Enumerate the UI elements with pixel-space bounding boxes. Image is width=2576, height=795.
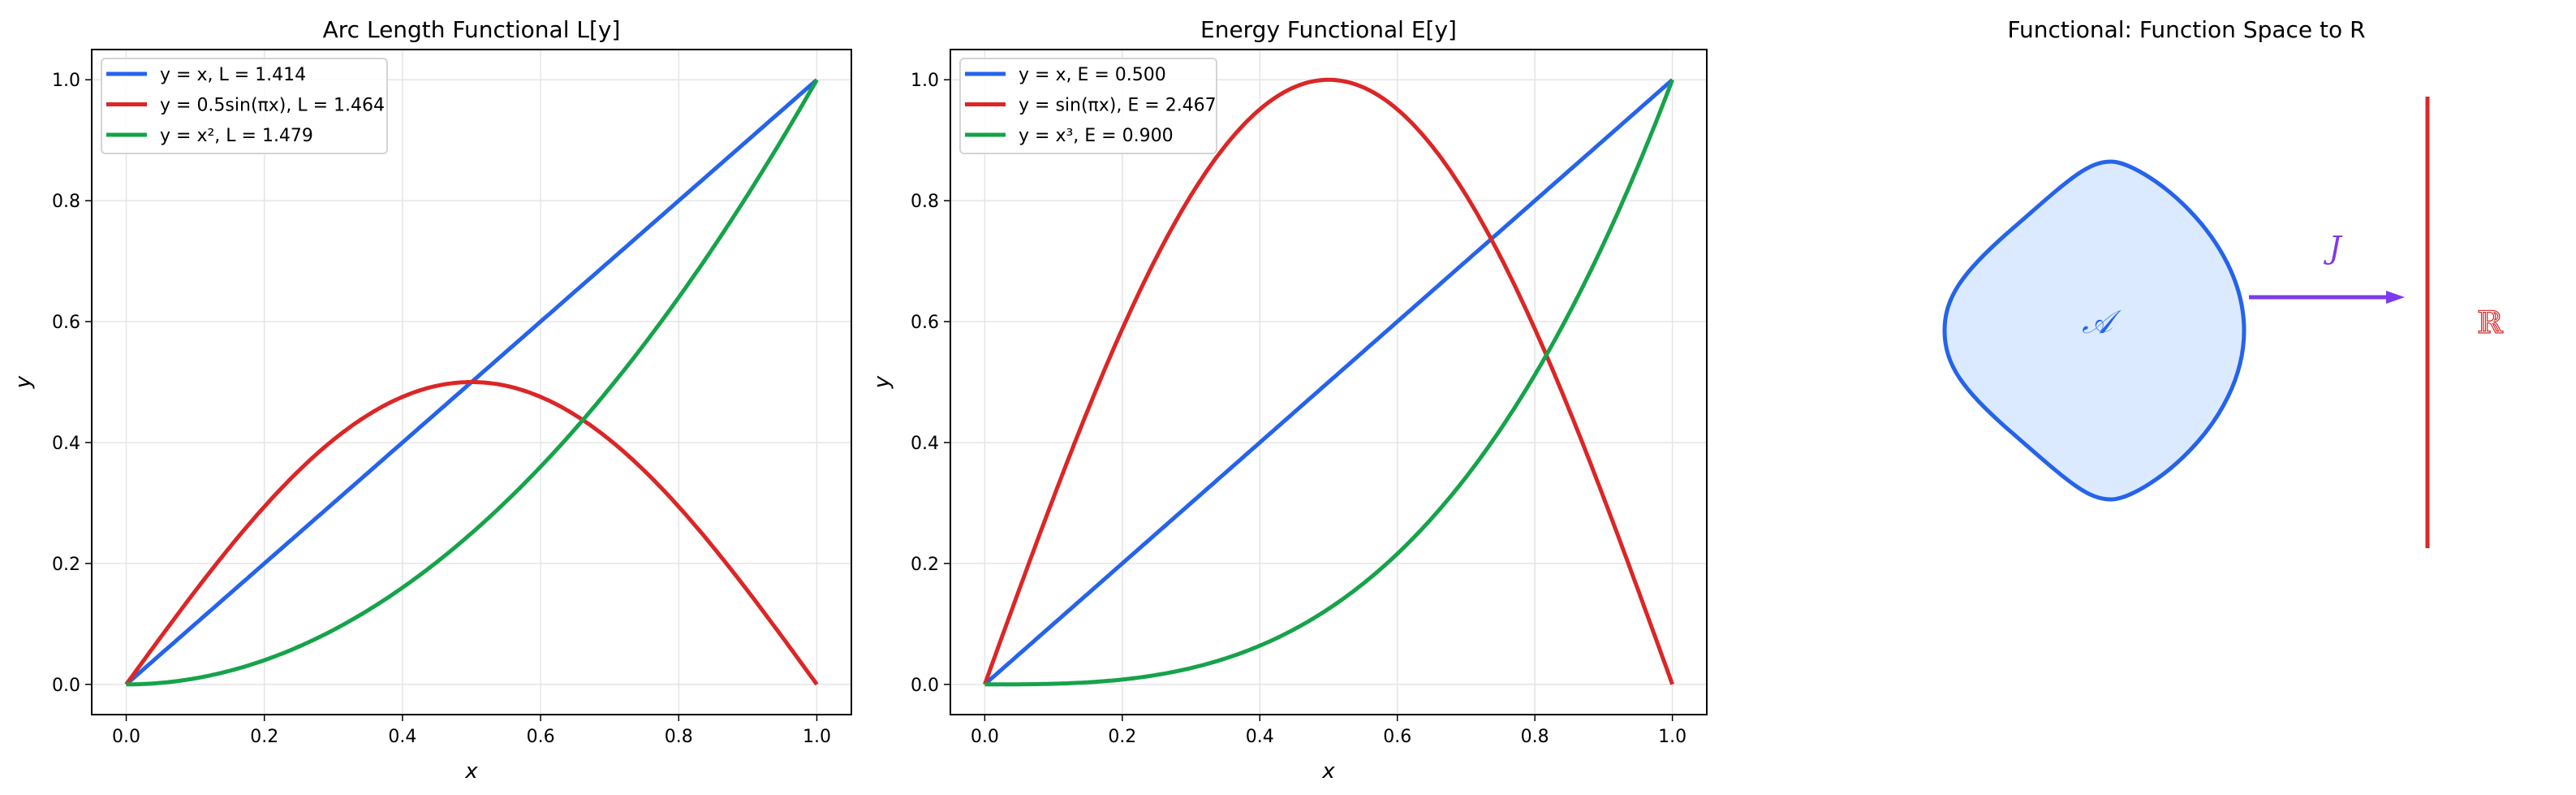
y-axis-label: y xyxy=(11,375,36,389)
target-label: ℝ xyxy=(2477,305,2503,340)
x-tick-label: 0.4 xyxy=(388,727,416,747)
legend-box xyxy=(959,58,1217,154)
y-tick-label: 1.0 xyxy=(52,71,80,91)
chart-title: Energy Functional E[y] xyxy=(1200,16,1457,43)
x-axis-label: x xyxy=(1321,759,1335,784)
axes-frame xyxy=(91,49,852,715)
x-tick-label: 0.0 xyxy=(112,727,140,747)
y-tick-label: 0.2 xyxy=(911,555,939,575)
y-tick-label: 0.4 xyxy=(52,434,80,454)
x-tick-label: 1.0 xyxy=(803,727,831,747)
y-tick-label: 0.8 xyxy=(911,192,939,212)
x-tick-label: 0.6 xyxy=(1383,727,1411,747)
energy-chart: 0.0 0.2 0.4 0.6 0.8 1.0 0.0 0.2 0.4 0.6 0.8 1.0 Ener… xyxy=(870,16,1708,784)
y-tick-label: 0.0 xyxy=(911,676,939,696)
x-axis-label: x xyxy=(464,759,478,784)
x-tick-label: 0.2 xyxy=(250,727,278,747)
map-label: J xyxy=(2323,230,2342,266)
legend-label: y = sin(πx), E = 2.467 xyxy=(1019,96,1217,116)
legend: y = x, E = 0.500 y = sin(πx), E = 2.467 y … xyxy=(959,58,1217,154)
series-line xyxy=(126,78,819,687)
legend-box xyxy=(101,58,388,154)
diagram-title: Functional: Function Space to R xyxy=(2007,16,2365,43)
chart-title: Arc Length Functional L[y] xyxy=(323,16,621,43)
function-space-blob xyxy=(1942,159,2246,502)
legend: y = x, L = 1.414 y = 0.5sin(πx), L = 1.46… xyxy=(101,58,388,154)
axes-frame xyxy=(950,49,1708,715)
arc-length-chart: 0.0 0.2 0.4 0.6 0.8 1.0 0.0 0.2 0.4 0.6 0.8 1.0 Arc … xyxy=(11,16,852,784)
legend-label: y = x³, E = 0.900 xyxy=(1019,126,1174,146)
series-line xyxy=(124,380,819,686)
y-tick-label: 0.6 xyxy=(52,313,80,333)
series-line xyxy=(983,77,1674,685)
y-tick-label: 0.8 xyxy=(52,192,80,212)
arrow-head-icon xyxy=(2386,291,2405,304)
legend-label: y = 0.5sin(πx), L = 1.464 xyxy=(160,96,385,116)
functional-diagram: Functional: Function Space to R 𝒜 J ℝ xyxy=(1942,16,2504,548)
legend-label: y = x², L = 1.479 xyxy=(160,126,313,146)
series-line xyxy=(984,79,1674,687)
x-tick-label: 0.8 xyxy=(665,727,693,747)
y-axis-label: y xyxy=(870,375,894,389)
x-tick-label: 0.4 xyxy=(1246,727,1274,747)
x-tick-label: 0.2 xyxy=(1108,727,1136,747)
y-tick-label: 0.2 xyxy=(52,555,80,575)
y-tick-label: 0.0 xyxy=(52,676,80,696)
x-tick-label: 1.0 xyxy=(1658,727,1686,747)
legend-label: y = x, E = 0.500 xyxy=(1019,65,1166,85)
y-tick-label: 1.0 xyxy=(911,71,939,91)
y-tick-label: 0.4 xyxy=(911,434,939,454)
legend-label: y = x, L = 1.414 xyxy=(160,65,306,85)
x-tick-label: 0.8 xyxy=(1521,727,1549,747)
x-tick-label: 0.6 xyxy=(527,727,555,747)
y-tick-label: 0.6 xyxy=(911,313,939,333)
x-tick-label: 0.0 xyxy=(971,727,999,747)
series-line xyxy=(983,78,1674,686)
